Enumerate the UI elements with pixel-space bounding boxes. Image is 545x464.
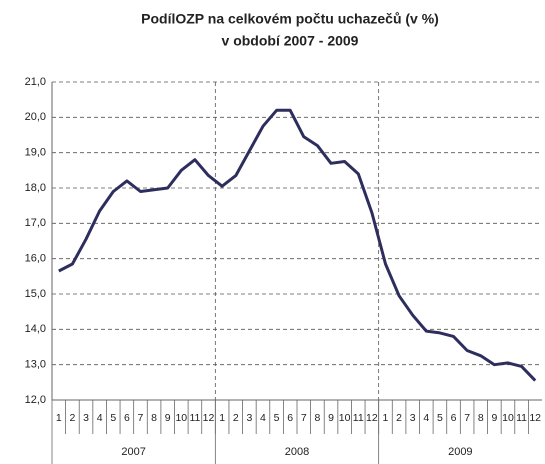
- x-tick-label: 1: [219, 412, 225, 424]
- chart-subtitle: v období 2007 - 2009: [222, 33, 359, 49]
- y-tick-label: 18,0: [25, 182, 46, 194]
- x-tick-label: 1: [383, 412, 389, 424]
- y-tick-label: 20,0: [25, 111, 46, 123]
- x-tick-label: 3: [83, 412, 89, 424]
- y-tick-label: 16,0: [25, 253, 46, 265]
- x-tick-label: 8: [314, 412, 320, 424]
- y-tick-label: 15,0: [25, 288, 46, 300]
- x-tick-label: 8: [478, 412, 484, 424]
- x-tick-label: 6: [287, 412, 293, 424]
- x-tick-label: 7: [138, 412, 144, 424]
- x-tick-label: 8: [151, 412, 157, 424]
- x-tick-label: 2: [233, 412, 239, 424]
- x-tick-label: 11: [189, 412, 200, 424]
- x-tick-label: 5: [110, 412, 116, 424]
- x-tick-label: 10: [339, 412, 351, 424]
- x-tick-label: 12: [529, 412, 541, 424]
- x-tick-label: 9: [165, 412, 171, 424]
- x-tick-label: 2: [396, 412, 402, 424]
- x-tick-label: 5: [274, 412, 280, 424]
- x-tick-label: 3: [410, 412, 416, 424]
- x-tick-label: 12: [366, 412, 378, 424]
- y-tick-label: 13,0: [25, 359, 46, 371]
- x-tick-label: 9: [491, 412, 497, 424]
- x-tick-label: 10: [175, 412, 187, 424]
- y-tick-label: 17,0: [25, 217, 46, 229]
- x-tick-label: 4: [97, 412, 103, 424]
- y-tick-label: 19,0: [25, 147, 46, 159]
- x-tick-label: 11: [516, 412, 527, 424]
- x-tick-label: 7: [464, 412, 470, 424]
- data-line: [58, 108, 537, 382]
- x-tick-label: 11: [353, 412, 364, 424]
- x-tick-label: 9: [328, 412, 334, 424]
- group-label: 2008: [285, 446, 309, 458]
- x-tick-label: 6: [124, 412, 130, 424]
- x-tick-label: 12: [203, 412, 215, 424]
- x-tick-label: 4: [260, 412, 266, 424]
- y-tick-label: 21,0: [25, 76, 46, 88]
- group-label: 2007: [121, 446, 145, 458]
- y-tick-label: 12,0: [25, 394, 46, 406]
- x-tick-label: 3: [246, 412, 252, 424]
- x-tick-label: 4: [423, 412, 429, 424]
- y-tick-label: 14,0: [25, 323, 46, 335]
- x-tick-label: 1: [56, 412, 62, 424]
- x-tick-label: 6: [451, 412, 457, 424]
- x-tick-label: 2: [69, 412, 75, 424]
- group-label: 2009: [448, 446, 472, 458]
- x-tick-label: 5: [437, 412, 443, 424]
- chart-title: PodílOZP na celkovém počtu uchazečů (v %…: [141, 11, 439, 27]
- x-tick-label: 7: [301, 412, 307, 424]
- x-tick-label: 10: [502, 412, 514, 424]
